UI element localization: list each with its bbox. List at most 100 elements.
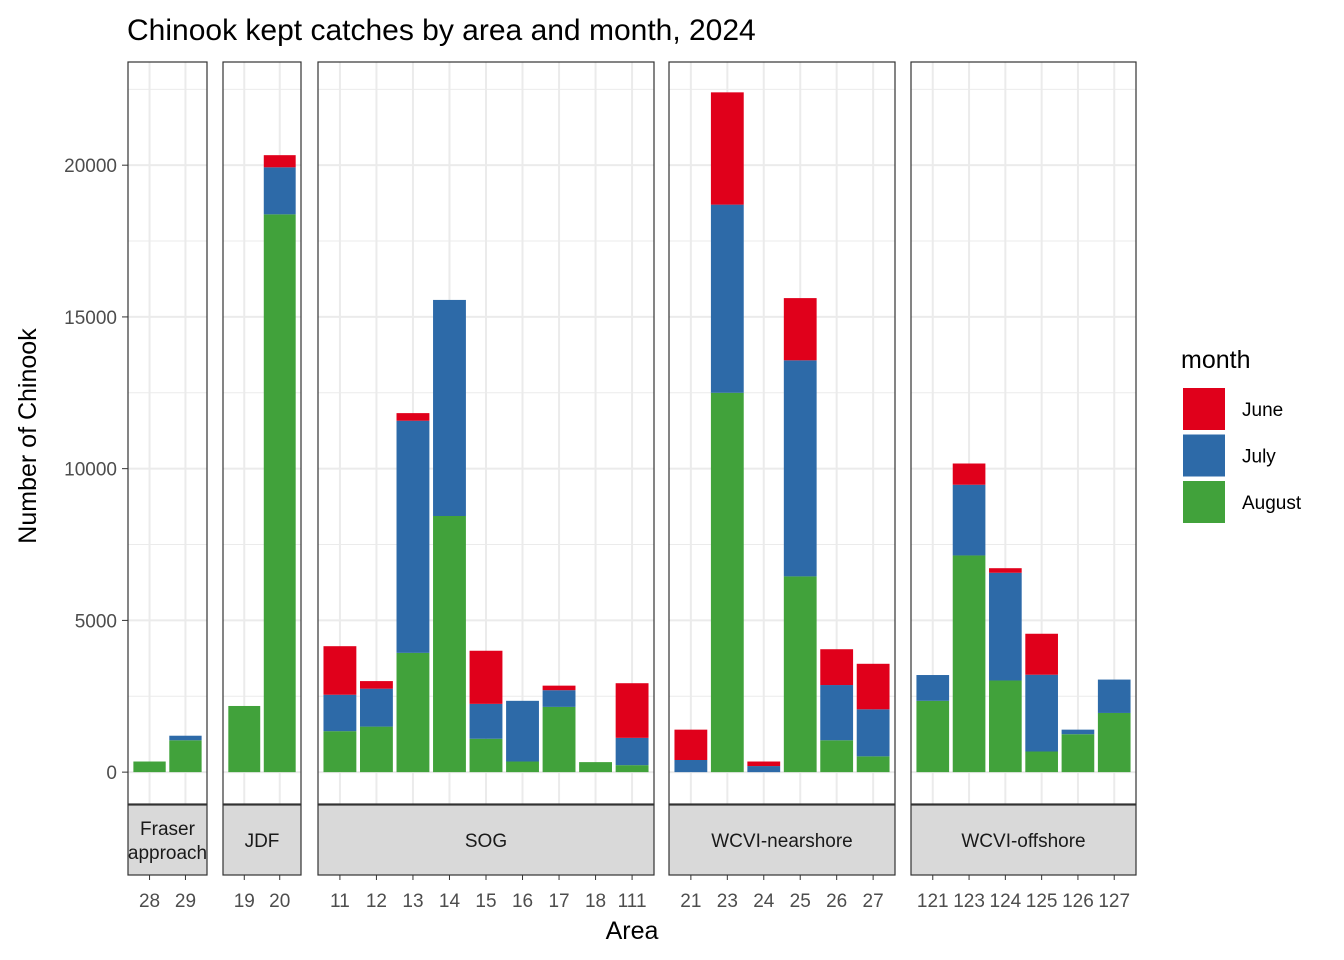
bar-area-25-june [783,298,817,361]
x-tick-label-126: 126 [1062,891,1094,912]
bar-area-20-july [263,167,296,215]
strip-label: approach [128,843,207,864]
x-tick-label-111: 111 [618,891,647,912]
x-tick-label-29: 29 [175,891,196,912]
panel-content [128,62,207,804]
y-tick-label: 0 [106,763,117,784]
legend-title: month [1181,346,1250,374]
legend: month June July August [1181,346,1302,523]
x-tick-label-123: 123 [953,891,985,912]
bar-area-14-august [433,516,466,773]
strip-label: Fraser [140,819,196,840]
legend-label-july: July [1242,447,1276,468]
legend-label-august: August [1242,493,1302,514]
bar-area-27-july [856,709,890,757]
panel-background [128,62,207,804]
bar-area-15-august [469,738,503,773]
bar-area-23-august [710,392,744,773]
panel-border [222,61,302,805]
x-tick-label-26: 26 [826,891,847,912]
bar-area-24-june [747,761,781,767]
panel-content [669,62,895,804]
bar-area-12-july [360,688,393,727]
bar-area-12-august [360,726,393,773]
y-axis: 0 5000 10000 15000 20000 [64,156,128,784]
panel-content [318,62,654,804]
bar-area-126-july [1061,729,1095,735]
legend-key-august [1183,481,1225,523]
bar-area-13-august [396,652,430,773]
bar-area-16-july [506,700,539,762]
bar-area-125-july [1025,674,1058,752]
bar-area-127-august [1097,712,1131,773]
bar-area-125-august [1025,751,1058,773]
facet-strip [317,804,655,876]
bar-area-29-july [169,735,202,741]
y-tick-label: 20000 [64,156,117,177]
bar-area-25-august [783,576,817,773]
x-tick-label-18: 18 [585,891,606,912]
x-tick-label-28: 28 [139,891,160,912]
x-tick-label-25: 25 [790,891,811,912]
x-tick-label-27: 27 [863,891,884,912]
x-tick-label-13: 13 [402,891,423,912]
bar-area-21-july [674,759,708,773]
bar-area-16-august [506,761,539,773]
y-axis-title: Number of Chinook [14,328,42,544]
x-tick-label-17: 17 [548,891,569,912]
x-tick-label-20: 20 [269,891,290,912]
panel-content [223,62,301,804]
panel-border [910,61,1137,805]
strip-label: WCVI-nearshore [711,831,853,852]
bar-area-24-july [747,766,781,773]
bar-area-25-july [783,360,817,577]
x-tick-label-124: 124 [990,891,1022,912]
chart-title: Chinook kept catches by area and month, … [127,14,756,47]
bar-area-13-june [396,413,430,421]
bar-area-20-august [263,214,296,773]
x-tick-label-23: 23 [717,891,738,912]
facet-strip [127,804,208,876]
bar-area-123-july [952,484,986,556]
y-tick-label: 10000 [64,460,117,481]
bar-area-26-june [820,649,854,686]
bar-area-20-june [263,155,296,168]
bar-area-28-august [133,761,166,773]
bar-area-111-august [615,765,649,773]
facet-strip [222,804,302,876]
x-tick-label-12: 12 [366,891,387,912]
facet-panel: 11 12 13 14 15 16 17 18 111 SOG [317,61,655,912]
panel-border [127,61,208,805]
bar-area-125-june [1025,633,1058,675]
bar-area-124-august [989,680,1022,773]
facet-panel: 28 29 Fraser approach [127,61,208,912]
strip-text-group: WCVI-offshore [961,831,1085,852]
x-tick-label-127: 127 [1098,891,1130,912]
facet-strip [910,804,1137,876]
facet-panel: 19 20 JDF [222,61,302,912]
bar-area-26-july [820,685,854,741]
x-tick-label-16: 16 [512,891,533,912]
x-tick-label-125: 125 [1026,891,1058,912]
x-tick-label-19: 19 [234,891,255,912]
bar-area-12-june [360,681,393,689]
bar-area-21-june [674,729,708,760]
bar-area-23-june [710,92,744,205]
panel-border [668,61,896,805]
bar-area-17-august [542,706,576,773]
x-tick-label-121: 121 [917,891,949,912]
x-tick-label-14: 14 [439,891,461,912]
bar-area-27-june [856,663,890,710]
strip-text-group: SOG [465,831,507,852]
bar-area-121-july [916,675,950,701]
bar-area-18-august [579,762,612,773]
legend-key-june [1183,388,1225,430]
bar-area-11-august [323,731,357,773]
bar-area-11-july [323,694,357,732]
bar-area-13-july [396,420,430,653]
x-tick-label-15: 15 [475,891,496,912]
facet-panel: 121 123 124 125 126 127 WCVI-offshore [910,61,1137,912]
strip-text-group: Fraser approach [128,819,207,864]
x-axis-title: Area [606,917,659,945]
x-tick-label-11: 11 [330,891,350,912]
